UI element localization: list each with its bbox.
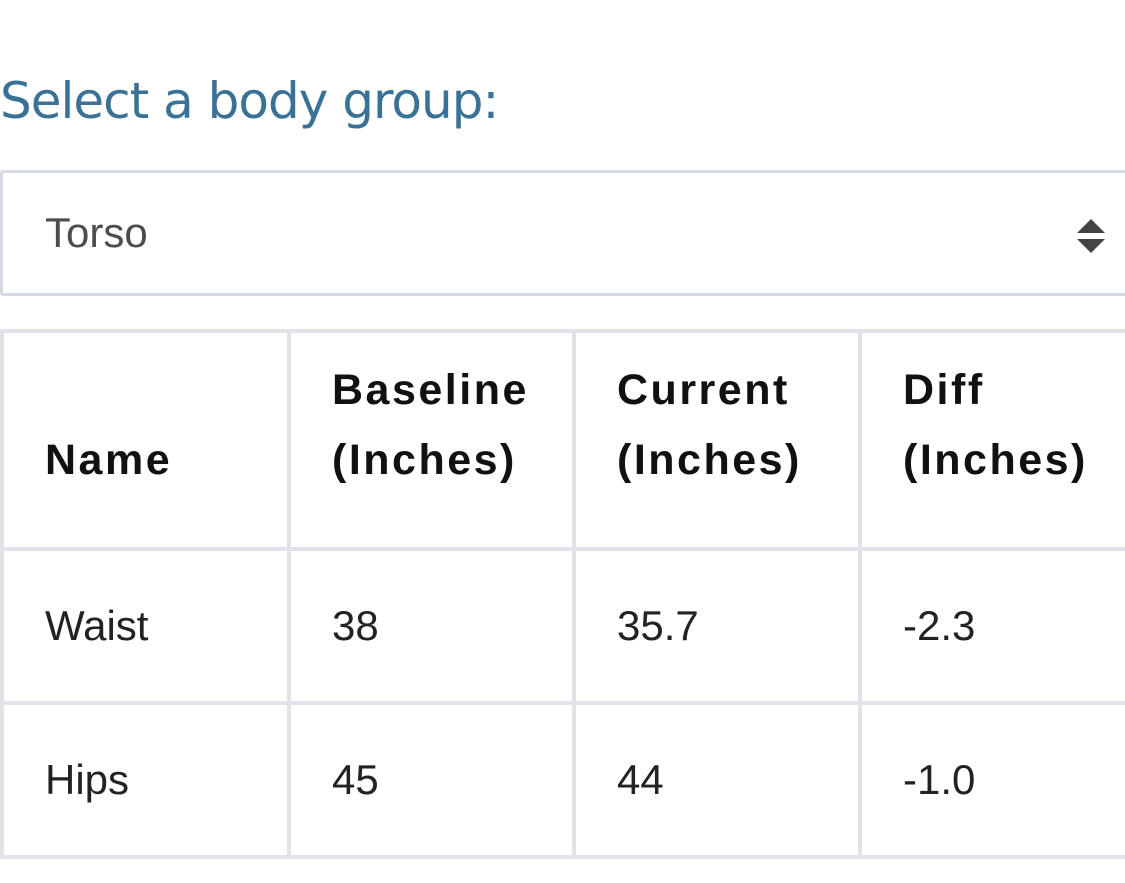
sort-arrows-icon <box>1077 219 1105 253</box>
cell-name: Hips <box>0 701 291 859</box>
cell-diff: -1.0 <box>858 701 1125 859</box>
cell-baseline: 45 <box>287 701 576 859</box>
column-header-line2: (Inches) <box>903 436 1088 484</box>
body-group-select[interactable]: Torso <box>0 170 1125 296</box>
column-header-line1: Baseline <box>332 366 529 414</box>
cell-name: Waist <box>0 547 291 705</box>
column-header-name: Name <box>0 329 291 551</box>
body-group-heading: Select a body group: <box>0 72 499 130</box>
column-header-diff: Diff (Inches) <box>858 329 1125 551</box>
column-header-line1: Current <box>617 366 790 414</box>
cell-baseline: 38 <box>287 547 576 705</box>
table-header-row: Name Baseline (Inches) Current (Inches) … <box>0 329 1125 551</box>
column-header-line2: Name <box>45 436 173 484</box>
column-header-line1: Diff <box>903 366 985 414</box>
cell-current: 35.7 <box>572 547 862 705</box>
measurements-table: Name Baseline (Inches) Current (Inches) … <box>0 329 1125 859</box>
column-header-baseline: Baseline (Inches) <box>287 329 576 551</box>
column-header-line2: (Inches) <box>332 436 517 484</box>
cell-current: 44 <box>572 701 862 859</box>
table-row: Waist 38 35.7 -2.3 <box>0 547 1125 705</box>
cell-diff: -2.3 <box>858 547 1125 705</box>
table-row: Hips 45 44 -1.0 <box>0 701 1125 859</box>
column-header-line2: (Inches) <box>617 436 802 484</box>
column-header-current: Current (Inches) <box>572 329 862 551</box>
body-group-select-value: Torso <box>45 209 148 256</box>
